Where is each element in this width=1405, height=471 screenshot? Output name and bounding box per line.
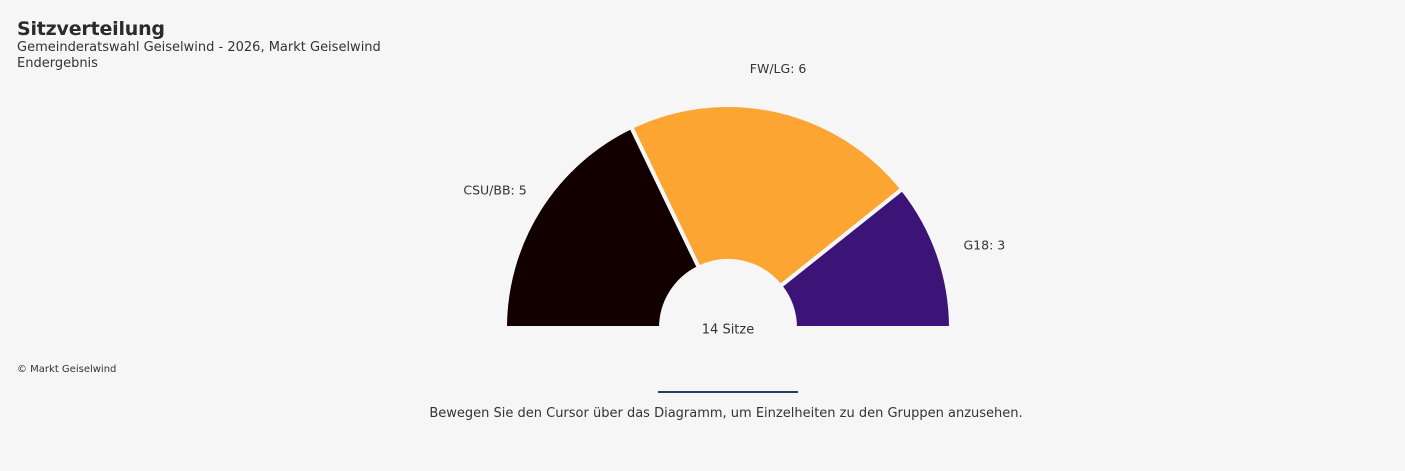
slice-label: CSU/BB: 5 [463,183,526,198]
hover-hint: Bewegen Sie den Cursor über das Diagramm… [429,406,1023,421]
total-seats-label: 14 Sitze [702,323,754,338]
seat-slice-g18[interactable] [777,186,954,330]
chart-header: Sitzverteilung Gemeinderatswahl Geiselwi… [17,18,381,72]
result-status: Endergebnis [17,56,98,71]
slice-label: G18: 3 [963,237,1005,252]
divider-line [658,391,798,393]
seat-slice-csu-bb[interactable] [502,124,702,330]
chart-title: Sitzverteilung [17,18,165,40]
slice-label: FW/LG: 6 [750,61,807,76]
copyright-note: © Markt Geiselwind [17,364,117,375]
chart-subtitle: Gemeinderatswahl Geiselwind - 2026, Mark… [17,40,381,55]
